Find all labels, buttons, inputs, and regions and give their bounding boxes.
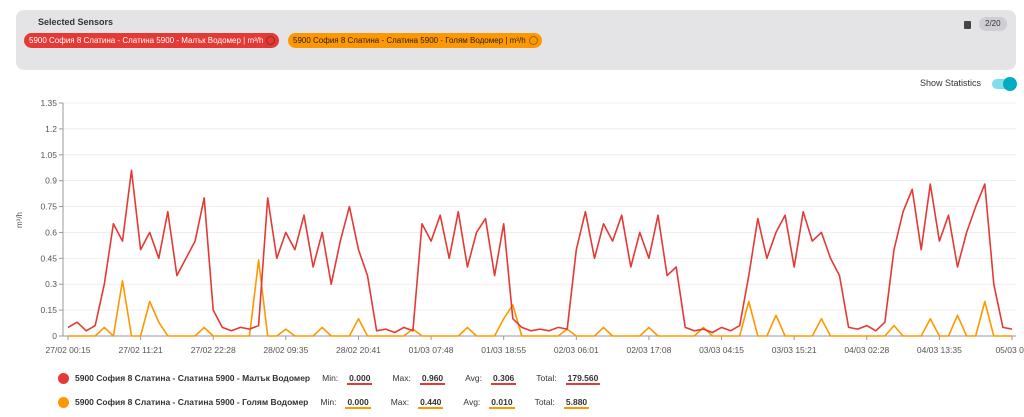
stat-value: 0.000 <box>347 373 373 385</box>
legend-row: 5900 София 8 Слатина - Слатина 5900 - Ма… <box>58 373 614 385</box>
series-line <box>68 259 1012 337</box>
sensor-count: 2/20 <box>979 17 1007 31</box>
y-tick-label: 0.3 <box>45 279 57 289</box>
statistics-toggle[interactable] <box>992 77 1017 91</box>
stat-label: Avg: <box>463 397 481 407</box>
y-tick-label: 0.75 <box>40 202 57 212</box>
stat-value: 0.000 <box>345 397 371 409</box>
stat-value: 0.960 <box>419 373 446 385</box>
stat-label: Max: <box>390 397 410 407</box>
sensor-chip[interactable]: 5900 София 8 Слатина - Слатина 5900 - Го… <box>288 33 542 48</box>
x-tick-label: 02/03 06:01 <box>554 345 599 355</box>
y-tick-label: 1.2 <box>45 124 57 134</box>
chip-remove[interactable] <box>528 36 538 45</box>
stat-label: Max: <box>392 373 411 383</box>
stat-label: Avg: <box>465 373 483 383</box>
x-tick-label: 05/03 02 <box>995 345 1024 355</box>
toggle-label: Show Statistics <box>920 78 982 88</box>
x-tick-label: 27/02 22:28 <box>191 345 236 355</box>
y-tick-label: 1.35 <box>40 98 57 108</box>
series-line <box>67 169 1013 334</box>
x-tick-label: 27/02 11:21 <box>118 345 163 355</box>
selected-sensors-panel: Selected Sensors 5900 София 8 Слатина - … <box>16 10 1016 70</box>
y-tick-label: 0 <box>52 331 57 341</box>
chip-label: 5900 София 8 Слатина - Слатина 5900 - Го… <box>293 36 526 45</box>
x-tick-label: 04/03 02:28 <box>844 345 889 355</box>
legend-swatch <box>58 373 69 385</box>
stat-value: 0.010 <box>489 397 515 409</box>
legend-label: 5900 София 8 Слатина - Слатина 5900 - Го… <box>75 397 309 407</box>
y-tick-label: 0.15 <box>40 305 57 315</box>
legend-label: 5900 София 8 Слатина - Слатина 5900 - Ма… <box>75 373 311 383</box>
y-tick-label: 1.05 <box>40 150 57 160</box>
stat-value: 5.880 <box>563 397 590 409</box>
x-tick-label: 01/03 07:48 <box>409 345 454 355</box>
y-tick-label: 0.6 <box>45 227 57 237</box>
stat-label: Total: <box>536 373 557 383</box>
stat-value: 0.306 <box>491 373 517 385</box>
trash-icon[interactable] <box>964 21 971 29</box>
stat-label: Total: <box>534 397 555 407</box>
x-tick-label: 28/02 20:41 <box>336 345 381 355</box>
toggle-knob <box>1003 77 1017 91</box>
x-tick-label: 03/03 15:21 <box>772 345 817 355</box>
chip-label: 5900 София 8 Слатина - Слатина 5900 - Ма… <box>29 36 264 45</box>
chip-remove[interactable] <box>266 36 276 45</box>
legend-row: 5900 София 8 Слатина - Слатина 5900 - Го… <box>58 397 603 409</box>
y-axis-label: m³/h <box>15 212 24 228</box>
stat-value: 0.440 <box>418 397 444 409</box>
stat-label: Min: <box>320 397 337 407</box>
x-tick-label: 01/03 18:55 <box>481 345 526 355</box>
x-tick-label: 27/02 00:15 <box>46 345 91 355</box>
y-tick-label: 0.45 <box>40 253 57 263</box>
stat-label: Min: <box>322 373 339 383</box>
x-tick-label: 03/03 04:15 <box>699 345 744 355</box>
x-tick-label: 02/03 17:08 <box>626 345 671 355</box>
panel-title: Selected Sensors <box>38 17 114 27</box>
x-tick-label: 28/02 09:35 <box>263 345 308 355</box>
y-tick-label: 0.9 <box>45 176 57 186</box>
x-tick-label: 04/03 13:35 <box>917 345 962 355</box>
stat-value: 179.560 <box>565 373 601 385</box>
legend-swatch <box>58 397 69 409</box>
sensor-chip[interactable]: 5900 София 8 Слатина - Слатина 5900 - Ма… <box>24 33 280 48</box>
